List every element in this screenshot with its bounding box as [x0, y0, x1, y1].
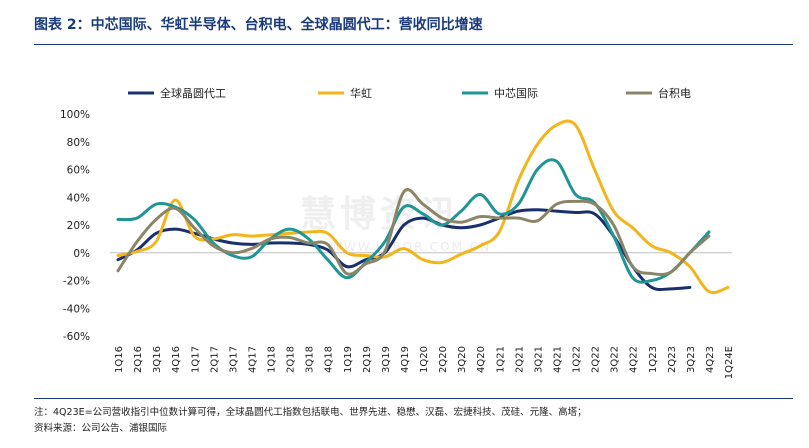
x-tick-label: 1Q19 [343, 346, 354, 373]
x-tick-label: 4Q19 [400, 346, 411, 373]
y-tick-label: 20% [67, 220, 90, 232]
x-tick-label: 3Q18 [305, 346, 316, 373]
y-tick-label: 40% [67, 192, 90, 204]
x-tick-label: 1Q21 [495, 346, 506, 373]
source-note: 资料来源：公司公告、浦银国际 [34, 423, 168, 434]
x-axis: 1Q16 2Q16 3Q16 4Q16 1Q17 2Q17 3Q17 4Q17 1Q18 2Q18… [110, 252, 735, 379]
legend-label: 台积电 [658, 86, 691, 100]
x-tick-label: 1Q22 [572, 346, 583, 373]
x-tick-label: 3Q16 [152, 346, 163, 373]
y-tick-label: -20% [63, 276, 90, 288]
series-line [116, 158, 711, 284]
footer-divider [34, 398, 793, 399]
x-tick-label: 2Q20 [438, 346, 449, 373]
x-tick-label: 1Q16 [114, 346, 125, 373]
x-tick-label: 2Q22 [591, 346, 602, 373]
legend-label: 华虹 [350, 86, 372, 100]
x-tick-label: 4Q21 [552, 346, 563, 373]
watermark-sub: WWW.HIBOR.COM.CN [330, 240, 492, 254]
y-axis: -60% -40% -20% 0% 20% 40% 60% 80% 100% [60, 109, 90, 343]
x-tick-label: 4Q23 [705, 346, 716, 373]
x-tick-label: 2Q23 [667, 346, 678, 373]
title-divider [34, 44, 793, 45]
x-tick-label: 3Q23 [686, 346, 697, 373]
x-tick-label: 1Q18 [267, 346, 278, 373]
x-tick-label: 2Q19 [362, 346, 373, 373]
y-tick-label: -40% [63, 303, 90, 315]
chart-title: 图表 2：中芯国际、华虹半导体、台积电、全球晶圆代工：营收同比增速 [34, 17, 483, 33]
legend-label: 全球晶圆代工 [160, 86, 226, 100]
x-tick-label: 3Q20 [457, 346, 468, 373]
x-tick-label: 2Q17 [209, 346, 220, 373]
y-tick-label: 0% [73, 248, 90, 260]
watermark: 慧博资讯 [300, 194, 461, 235]
x-tick-label: 4Q18 [324, 346, 335, 373]
x-tick-label: 3Q17 [228, 346, 239, 373]
legend: 全球晶圆代工 华虹 中芯国际 台积电 [128, 86, 691, 100]
x-tick-label: 1Q20 [419, 346, 430, 373]
y-tick-label: 100% [60, 109, 90, 121]
legend-label: 中芯国际 [494, 86, 538, 100]
x-tick-label: 4Q16 [171, 346, 182, 373]
series-line [116, 119, 730, 295]
x-tick-label: 4Q17 [247, 346, 258, 373]
y-tick-label: -60% [63, 331, 90, 343]
y-tick-label: 60% [67, 165, 90, 177]
line-chart: 全球晶圆代工 华虹 中芯国际 台积电 -60% -40% -20% 0% 20% 40% 60% 8… [60, 86, 735, 379]
footnote: 注：4Q23E=公司营收指引中位数计算可得，全球晶圆代工指数包括联电、世界先进、… [34, 407, 587, 418]
series-line [116, 188, 711, 277]
x-tick-label: 1Q24E [724, 346, 735, 379]
x-tick-label: 1Q23 [648, 346, 659, 373]
series-lines [116, 119, 730, 295]
x-tick-label: 3Q19 [381, 346, 392, 373]
y-tick-label: 80% [67, 137, 90, 149]
x-tick-label: 2Q21 [514, 346, 525, 373]
x-tick-label: 2Q16 [133, 346, 144, 373]
x-tick-label: 3Q21 [533, 346, 544, 373]
x-tick-label: 1Q17 [190, 346, 201, 373]
x-tick-label: 2Q18 [286, 346, 297, 373]
x-tick-label: 4Q22 [629, 346, 640, 373]
x-tick-label: 4Q20 [476, 346, 487, 373]
x-tick-label: 3Q22 [610, 346, 621, 373]
